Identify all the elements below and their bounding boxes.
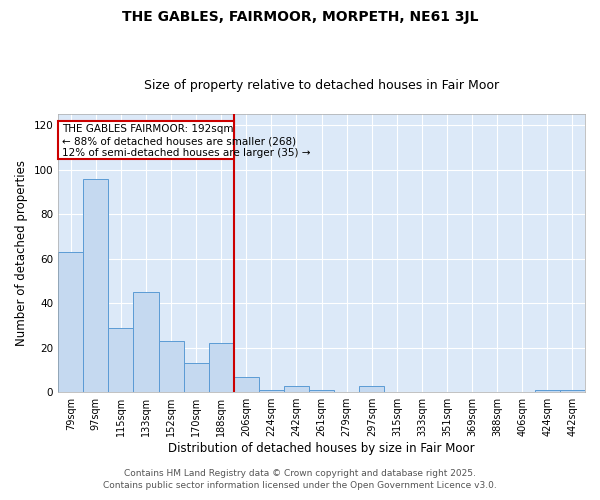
Bar [133,292,158,392]
Text: THE GABLES FAIRMOOR: 192sqm: THE GABLES FAIRMOOR: 192sqm [62,124,233,134]
Bar [58,120,234,158]
Bar [359,386,385,392]
Text: 12% of semi-detached houses are larger (35) →: 12% of semi-detached houses are larger (… [62,148,310,158]
Bar [535,390,560,392]
Bar [284,386,309,392]
X-axis label: Distribution of detached houses by size in Fair Moor: Distribution of detached houses by size … [168,442,475,455]
Bar [83,178,109,392]
Bar [109,328,133,392]
Y-axis label: Number of detached properties: Number of detached properties [15,160,28,346]
Bar [158,341,184,392]
Text: ← 88% of detached houses are smaller (268): ← 88% of detached houses are smaller (26… [62,136,296,146]
Text: Contains HM Land Registry data © Crown copyright and database right 2025.
Contai: Contains HM Land Registry data © Crown c… [103,468,497,490]
Bar [234,376,259,392]
Title: Size of property relative to detached houses in Fair Moor: Size of property relative to detached ho… [144,79,499,92]
Bar [560,390,585,392]
Text: THE GABLES, FAIRMOOR, MORPETH, NE61 3JL: THE GABLES, FAIRMOOR, MORPETH, NE61 3JL [122,10,478,24]
Bar [209,343,234,392]
Bar [259,390,284,392]
Bar [58,252,83,392]
Bar [309,390,334,392]
Bar [184,364,209,392]
